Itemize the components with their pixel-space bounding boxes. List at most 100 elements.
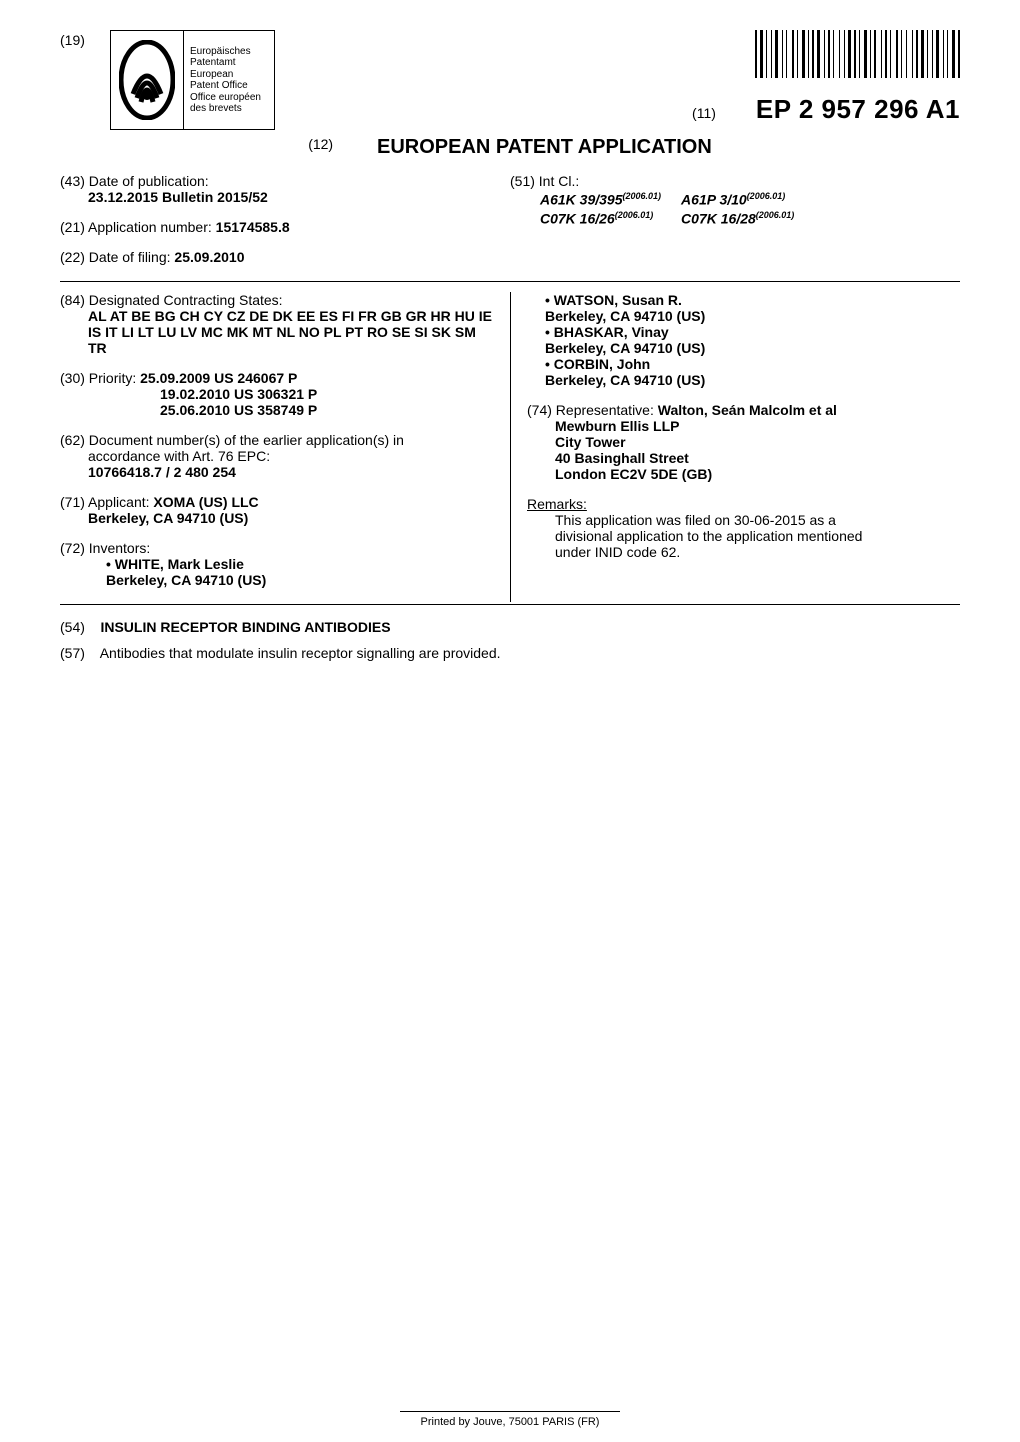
field-74: (74) xyxy=(527,402,552,418)
field-19: (19) xyxy=(60,30,110,48)
representative-name: Walton, Seán Malcolm et al xyxy=(658,402,837,418)
field-62: (62) xyxy=(60,432,85,448)
logo-line: Office européen xyxy=(190,92,274,104)
intcl-ver: (2006.01) xyxy=(615,210,654,220)
remarks-line: divisional application to the applicatio… xyxy=(527,528,960,544)
inventor-name: BHASKAR, Vinay xyxy=(527,324,960,340)
footer-text: Printed by Jouve, 75001 PARIS (FR) xyxy=(421,1416,600,1428)
intcl-code: A61P 3/10 xyxy=(681,192,747,208)
footer: Printed by Jouve, 75001 PARIS (FR) xyxy=(0,1411,1020,1428)
priority-line: 25.09.2009 US 246067 P xyxy=(140,370,297,386)
field-30-label: Priority: xyxy=(89,370,136,386)
field-54: (54) xyxy=(60,619,85,635)
field-84-block: (84) Designated Contracting States: AL A… xyxy=(60,292,498,356)
field-72: (72) xyxy=(60,540,85,556)
field-51-block: (51) Int Cl.: A61K 39/395 (2006.01) A61P … xyxy=(510,173,960,228)
applicant-address: Berkeley, CA 94710 (US) xyxy=(60,510,498,526)
remarks-block: Remarks: This application was filed on 3… xyxy=(527,496,960,560)
inventor-name: WHITE, Mark Leslie xyxy=(88,556,498,572)
field-57-block: (57) Antibodies that modulate insulin re… xyxy=(60,645,960,661)
epo-logo-glyph xyxy=(111,31,183,129)
field-12: (12) xyxy=(308,136,333,152)
priority-line: 25.06.2010 US 358749 P xyxy=(60,402,498,418)
field-74-block: (74) Representative: Walton, Seán Malcol… xyxy=(527,402,960,482)
remarks-line: under INID code 62. xyxy=(527,544,960,560)
doc-kind: EUROPEAN PATENT APPLICATION xyxy=(377,136,712,158)
field-84-label: Designated Contracting States: xyxy=(89,292,283,308)
epo-fingerprint-icon xyxy=(119,40,175,120)
field-62-value: 10766418.7 / 2 480 254 xyxy=(60,464,498,480)
field-62-label-line: Document number(s) of the earlier applic… xyxy=(89,432,404,448)
inventor-name: CORBIN, John xyxy=(527,356,960,372)
field-62-label-line: accordance with Art. 76 EPC: xyxy=(60,448,498,464)
intcl-table: A61K 39/395(2006.01) A61P 3/10(2006.01) … xyxy=(510,189,814,228)
logo-line: European xyxy=(190,69,274,81)
rep-addr-line: 40 Basinghall Street xyxy=(527,450,960,466)
field-21-value: 15174585.8 xyxy=(216,219,290,235)
epo-logo-box: Europäisches Patentamt European Patent O… xyxy=(110,30,275,130)
logo-line: des brevets xyxy=(190,103,274,115)
field-62-block: (62) Document number(s) of the earlier a… xyxy=(60,432,498,480)
field-22-label: Date of filing: xyxy=(89,249,171,265)
inventor-name: WATSON, Susan R. xyxy=(527,292,960,308)
footer-rule xyxy=(400,1411,620,1412)
publication-number: EP 2 957 296 A1 xyxy=(756,94,960,125)
rep-addr-line: London EC2V 5DE (GB) xyxy=(527,466,960,482)
intcl-code: C07K 16/26 xyxy=(540,210,615,226)
field-57: (57) xyxy=(60,645,85,661)
barcode-and-pubnum: (11) EP 2 957 296 A1 xyxy=(275,30,960,125)
applicant-name: XOMA (US) LLC xyxy=(153,494,258,510)
inventor-address: Berkeley, CA 94710 (US) xyxy=(88,572,498,588)
rep-addr-line: City Tower xyxy=(527,434,960,450)
field-21: (21) xyxy=(60,219,85,235)
barcode xyxy=(755,30,960,78)
doc-kind-row: (12) EUROPEAN PATENT APPLICATION xyxy=(60,136,960,159)
field-30: (30) xyxy=(60,370,85,386)
rep-addr-line: Mewburn Ellis LLP xyxy=(527,418,960,434)
field-51: (51) xyxy=(510,173,535,189)
invention-title: INSULIN RECEPTOR BINDING ANTIBODIES xyxy=(100,619,390,635)
field-22: (22) xyxy=(60,249,85,265)
field-51-label: Int Cl.: xyxy=(539,173,579,189)
spine-pubnum: EP 2 957 296 A1 xyxy=(0,1190,6,1402)
intcl-code: A61K 39/395 xyxy=(540,192,623,208)
inventor-address: Berkeley, CA 94710 (US) xyxy=(527,372,960,388)
separator-rule xyxy=(60,604,960,605)
field-72-label: Inventors: xyxy=(89,540,150,556)
field-43-label: Date of publication: xyxy=(89,173,209,189)
biblio-two-col: (84) Designated Contracting States: AL A… xyxy=(60,292,960,602)
field-30-block: (30) Priority: 25.09.2009 US 246067 P 19… xyxy=(60,370,498,418)
biblio-left-col: (84) Designated Contracting States: AL A… xyxy=(60,292,510,602)
intcl-code: C07K 16/28 xyxy=(681,210,756,226)
logo-line: Europäisches xyxy=(190,46,274,58)
field-21-label: Application number: xyxy=(88,219,212,235)
logo-line: Patent Office xyxy=(190,80,274,92)
field-71-block: (71) Applicant: XOMA (US) LLC Berkeley, … xyxy=(60,494,498,526)
field-84-states: AL AT BE BG CH CY CZ DE DK EE ES FI FR G… xyxy=(60,308,498,356)
field-71-label: Applicant: xyxy=(88,494,149,510)
priority-line: 19.02.2010 US 306321 P xyxy=(60,386,498,402)
field-43: (43) xyxy=(60,173,85,189)
inventors-continued: WATSON, Susan R. Berkeley, CA 94710 (US)… xyxy=(527,292,960,388)
field-54-block: (54) INSULIN RECEPTOR BINDING ANTIBODIES xyxy=(60,619,960,635)
field-71: (71) xyxy=(60,494,85,510)
intcl-ver: (2006.01) xyxy=(756,210,795,220)
separator-rule xyxy=(60,281,960,282)
epo-logo-text: Europäisches Patentamt European Patent O… xyxy=(183,31,274,129)
remarks-line: This application was filed on 30-06-2015… xyxy=(527,512,960,528)
intcl-row: A61K 39/395(2006.01) A61P 3/10(2006.01) xyxy=(540,191,812,208)
inventor-address: Berkeley, CA 94710 (US) xyxy=(527,340,960,356)
field-72-block: (72) Inventors: WHITE, Mark Leslie Berke… xyxy=(60,540,498,588)
biblio-right-col: WATSON, Susan R. Berkeley, CA 94710 (US)… xyxy=(510,292,960,602)
field-22-value: 25.09.2010 xyxy=(174,249,244,265)
intcl-ver: (2006.01) xyxy=(747,191,786,201)
header-row: (19) Europäisches Patentamt European Pat… xyxy=(60,30,960,130)
abstract-text: Antibodies that modulate insulin recepto… xyxy=(100,645,501,661)
field-74-label: Representative: xyxy=(556,402,654,418)
field-21-block: (21) Application number: 15174585.8 xyxy=(60,219,510,235)
intcl-row: C07K 16/26(2006.01) C07K 16/28(2006.01) xyxy=(540,210,812,227)
field-43-value: 23.12.2015 Bulletin 2015/52 xyxy=(60,189,268,205)
remarks-heading: Remarks: xyxy=(527,496,960,512)
field-84: (84) xyxy=(60,292,85,308)
field-11: (11) xyxy=(692,105,716,121)
